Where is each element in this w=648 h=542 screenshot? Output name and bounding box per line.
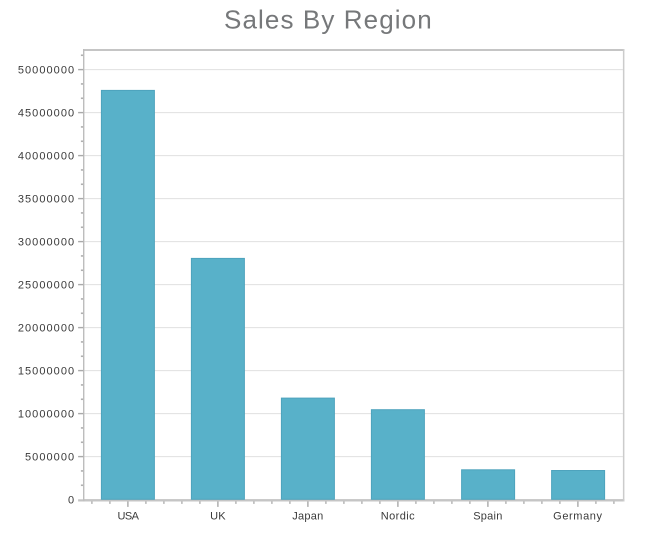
svg-text:45000000: 45000000 [18, 108, 75, 120]
svg-text:USA: USA [117, 511, 139, 523]
svg-text:5000000: 5000000 [25, 452, 75, 464]
svg-text:40000000: 40000000 [18, 151, 75, 163]
svg-text:0: 0 [68, 495, 75, 507]
svg-text:50000000: 50000000 [18, 65, 75, 77]
svg-text:10000000: 10000000 [18, 409, 75, 421]
svg-text:UK: UK [210, 511, 226, 523]
svg-text:Sales By Region: Sales By Region [224, 4, 433, 34]
svg-text:15000000: 15000000 [18, 366, 75, 378]
svg-text:Nordic: Nordic [381, 511, 415, 523]
svg-text:20000000: 20000000 [18, 323, 75, 335]
svg-text:30000000: 30000000 [18, 237, 75, 249]
svg-text:25000000: 25000000 [18, 280, 75, 292]
svg-text:Japan: Japan [292, 511, 323, 523]
svg-text:Germany: Germany [553, 511, 602, 523]
svg-text:35000000: 35000000 [18, 194, 75, 206]
svg-text:Spain: Spain [473, 511, 502, 523]
